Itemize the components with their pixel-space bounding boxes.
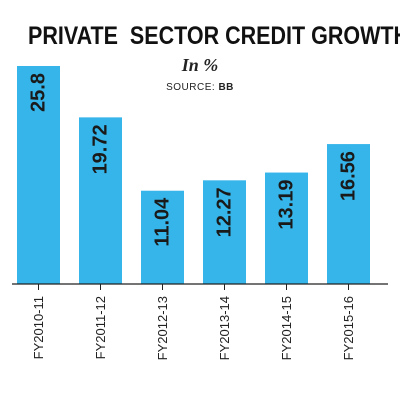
value-label-FY2012-13: 11.04	[152, 197, 174, 247]
bar-FY2010-11	[17, 66, 60, 284]
value-label-FY2013-14: 12.27	[214, 187, 236, 237]
chart-subtitle: In %	[181, 55, 219, 75]
value-label-FY2015-16: 16.56	[338, 151, 360, 201]
source-note: SOURCE: BB	[0, 82, 400, 93]
bar-FY2013-14	[203, 180, 246, 284]
x-tick-label-FY2012-13: FY2012-13	[155, 296, 170, 360]
bar-FY2015-16	[327, 144, 370, 284]
bar-FY2012-13	[141, 190, 184, 284]
source-value: BB	[218, 82, 234, 93]
x-tick-label-FY2014-15: FY2014-15	[279, 296, 294, 360]
x-tick-label-FY2011-12: FY2011-12	[93, 296, 108, 359]
bar-FY2014-15	[265, 172, 308, 284]
value-label-FY2011-12: 19.72	[90, 124, 112, 174]
bar-FY2011-12	[79, 117, 122, 284]
value-label-FY2014-15: 13.19	[276, 180, 298, 230]
x-tick-label-FY2015-16: FY2015-16	[341, 296, 356, 360]
source-label: SOURCE:	[166, 82, 219, 93]
value-label-FY2010-11: 25.8	[28, 73, 50, 112]
x-tick-label-FY2010-11: FY2010-11	[31, 296, 46, 359]
x-tick-label-FY2013-14: FY2013-14	[217, 296, 232, 360]
